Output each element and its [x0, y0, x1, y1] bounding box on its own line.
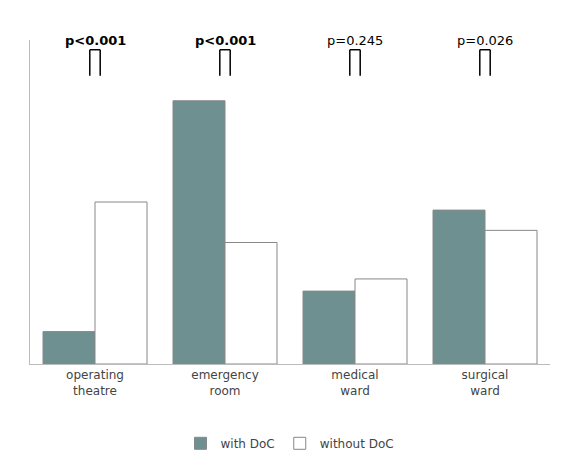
svg-text:without DoC: without DoC: [320, 437, 394, 451]
svg-text:p<0.001: p<0.001: [65, 33, 126, 48]
svg-text:emergencyroom: emergencyroom: [191, 368, 258, 398]
svg-text:p<0.001: p<0.001: [195, 33, 256, 48]
svg-text:with DoC: with DoC: [221, 437, 275, 451]
svg-text:surgicalward: surgicalward: [462, 368, 509, 398]
svg-text:operatingtheatre: operatingtheatre: [66, 368, 124, 398]
svg-text:medicalward: medicalward: [331, 368, 378, 398]
svg-text:p=0.245: p=0.245: [327, 33, 383, 48]
svg-text:p=0.026: p=0.026: [457, 33, 513, 48]
